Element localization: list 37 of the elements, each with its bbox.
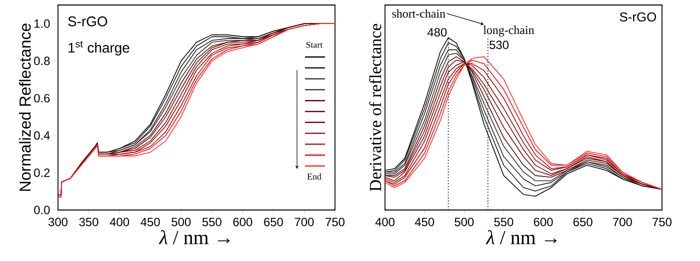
x-tick-label: 350	[79, 218, 98, 226]
x-tick-label: 600	[233, 218, 252, 226]
x-tick-label: 750	[326, 218, 345, 226]
x-tick-label: 450	[414, 218, 434, 226]
annotation: S-rGO	[68, 16, 108, 26]
x-tick-label: 650	[264, 218, 283, 226]
x-axis-title: λ / nm →	[486, 230, 557, 244]
x-tick-label: 300	[48, 218, 68, 226]
text: long-chain	[483, 26, 534, 37]
annotation: 1$^{st}$ charge	[68, 41, 130, 56]
x-tick-label: 450	[140, 218, 160, 226]
y-tick-label: 0.8	[34, 56, 50, 66]
x-tick-label: 700	[294, 218, 314, 226]
x-tick-label: 650	[573, 218, 592, 226]
x-axis-title: λ / nm →	[158, 230, 230, 244]
text: short-chain	[392, 9, 446, 18]
x-tick-label: 700	[613, 218, 632, 226]
x-tick-label: 400	[375, 218, 395, 226]
x-tick-label: 500	[172, 218, 191, 226]
y-tick-label: 1.0	[34, 19, 50, 28]
x-tick-label: 400	[110, 218, 130, 226]
x-tick-label: 550	[202, 218, 222, 226]
y-axis-title: Derivative of reflectance	[369, 24, 382, 192]
x-tick-label: 550	[494, 218, 514, 226]
y-tick-label: 0.0	[34, 206, 50, 214]
x-tick-label: 750	[652, 218, 672, 226]
x-tick-label: 500	[454, 218, 474, 226]
y-tick-label: 0.4	[34, 131, 50, 140]
y-axis-title: Normalized Reflectance	[19, 24, 31, 191]
text: S-rGO	[620, 12, 656, 22]
x-tick-label: 600	[534, 218, 553, 226]
ref-line-label: 530	[490, 40, 509, 50]
y-tick-label: 0.2	[34, 168, 50, 177]
y-tick-label: 0.6	[34, 94, 50, 102]
annotation: Start	[306, 42, 323, 48]
ref-line-label: 480	[427, 28, 447, 37]
annotation: End	[307, 173, 322, 180]
